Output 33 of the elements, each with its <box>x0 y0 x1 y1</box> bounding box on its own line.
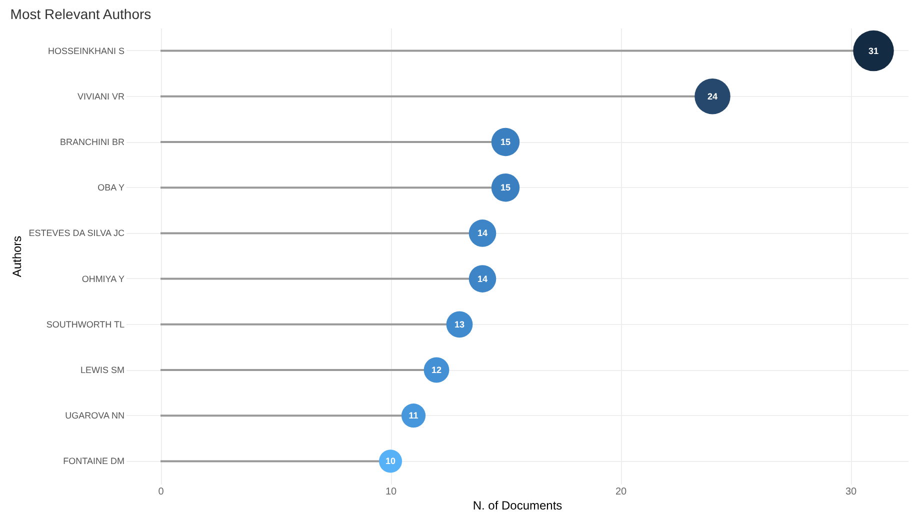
y-tick-label: FONTAINE DM <box>63 456 124 466</box>
point <box>424 357 450 383</box>
data-label: 11 <box>408 410 418 421</box>
y-tick-label: LEWIS SM <box>80 365 124 375</box>
data-label: 13 <box>454 319 465 330</box>
chart-title: Most Relevant Authors <box>10 6 152 22</box>
y-axis-title: Authors <box>10 236 24 278</box>
point <box>468 265 496 292</box>
y-tick-label: UGAROVA NN <box>65 410 124 421</box>
point <box>446 311 473 338</box>
y-tick-label: ESTEVES DA SILVA JC <box>28 228 125 238</box>
y-tick-label: HOSSEINKHANI S <box>48 46 124 56</box>
x-tick-label: 20 <box>615 486 627 498</box>
data-label: 14 <box>477 274 488 284</box>
data-label: 14 <box>477 228 488 238</box>
data-label: 15 <box>500 182 511 193</box>
x-tick-label: 30 <box>845 486 857 498</box>
data-label: 10 <box>385 456 396 466</box>
y-tick-label: BRANCHINI BR <box>60 137 125 147</box>
y-tick-label: OHMIYA Y <box>82 274 124 284</box>
data-label: 15 <box>500 137 511 147</box>
x-tick-label: 0 <box>158 486 164 498</box>
x-tick-label: 10 <box>385 486 397 498</box>
data-label: 24 <box>707 91 718 102</box>
x-axis-title: N. of Documents <box>472 498 562 512</box>
data-label: 12 <box>431 365 442 375</box>
y-tick-label: SOUTHWORTH TL <box>46 319 124 330</box>
point <box>491 128 520 156</box>
y-tick-label: VIVIANI VR <box>77 91 125 102</box>
point <box>491 174 520 202</box>
data-label: 31 <box>868 46 879 56</box>
y-tick-label: OBA Y <box>98 182 124 193</box>
point <box>468 220 496 247</box>
